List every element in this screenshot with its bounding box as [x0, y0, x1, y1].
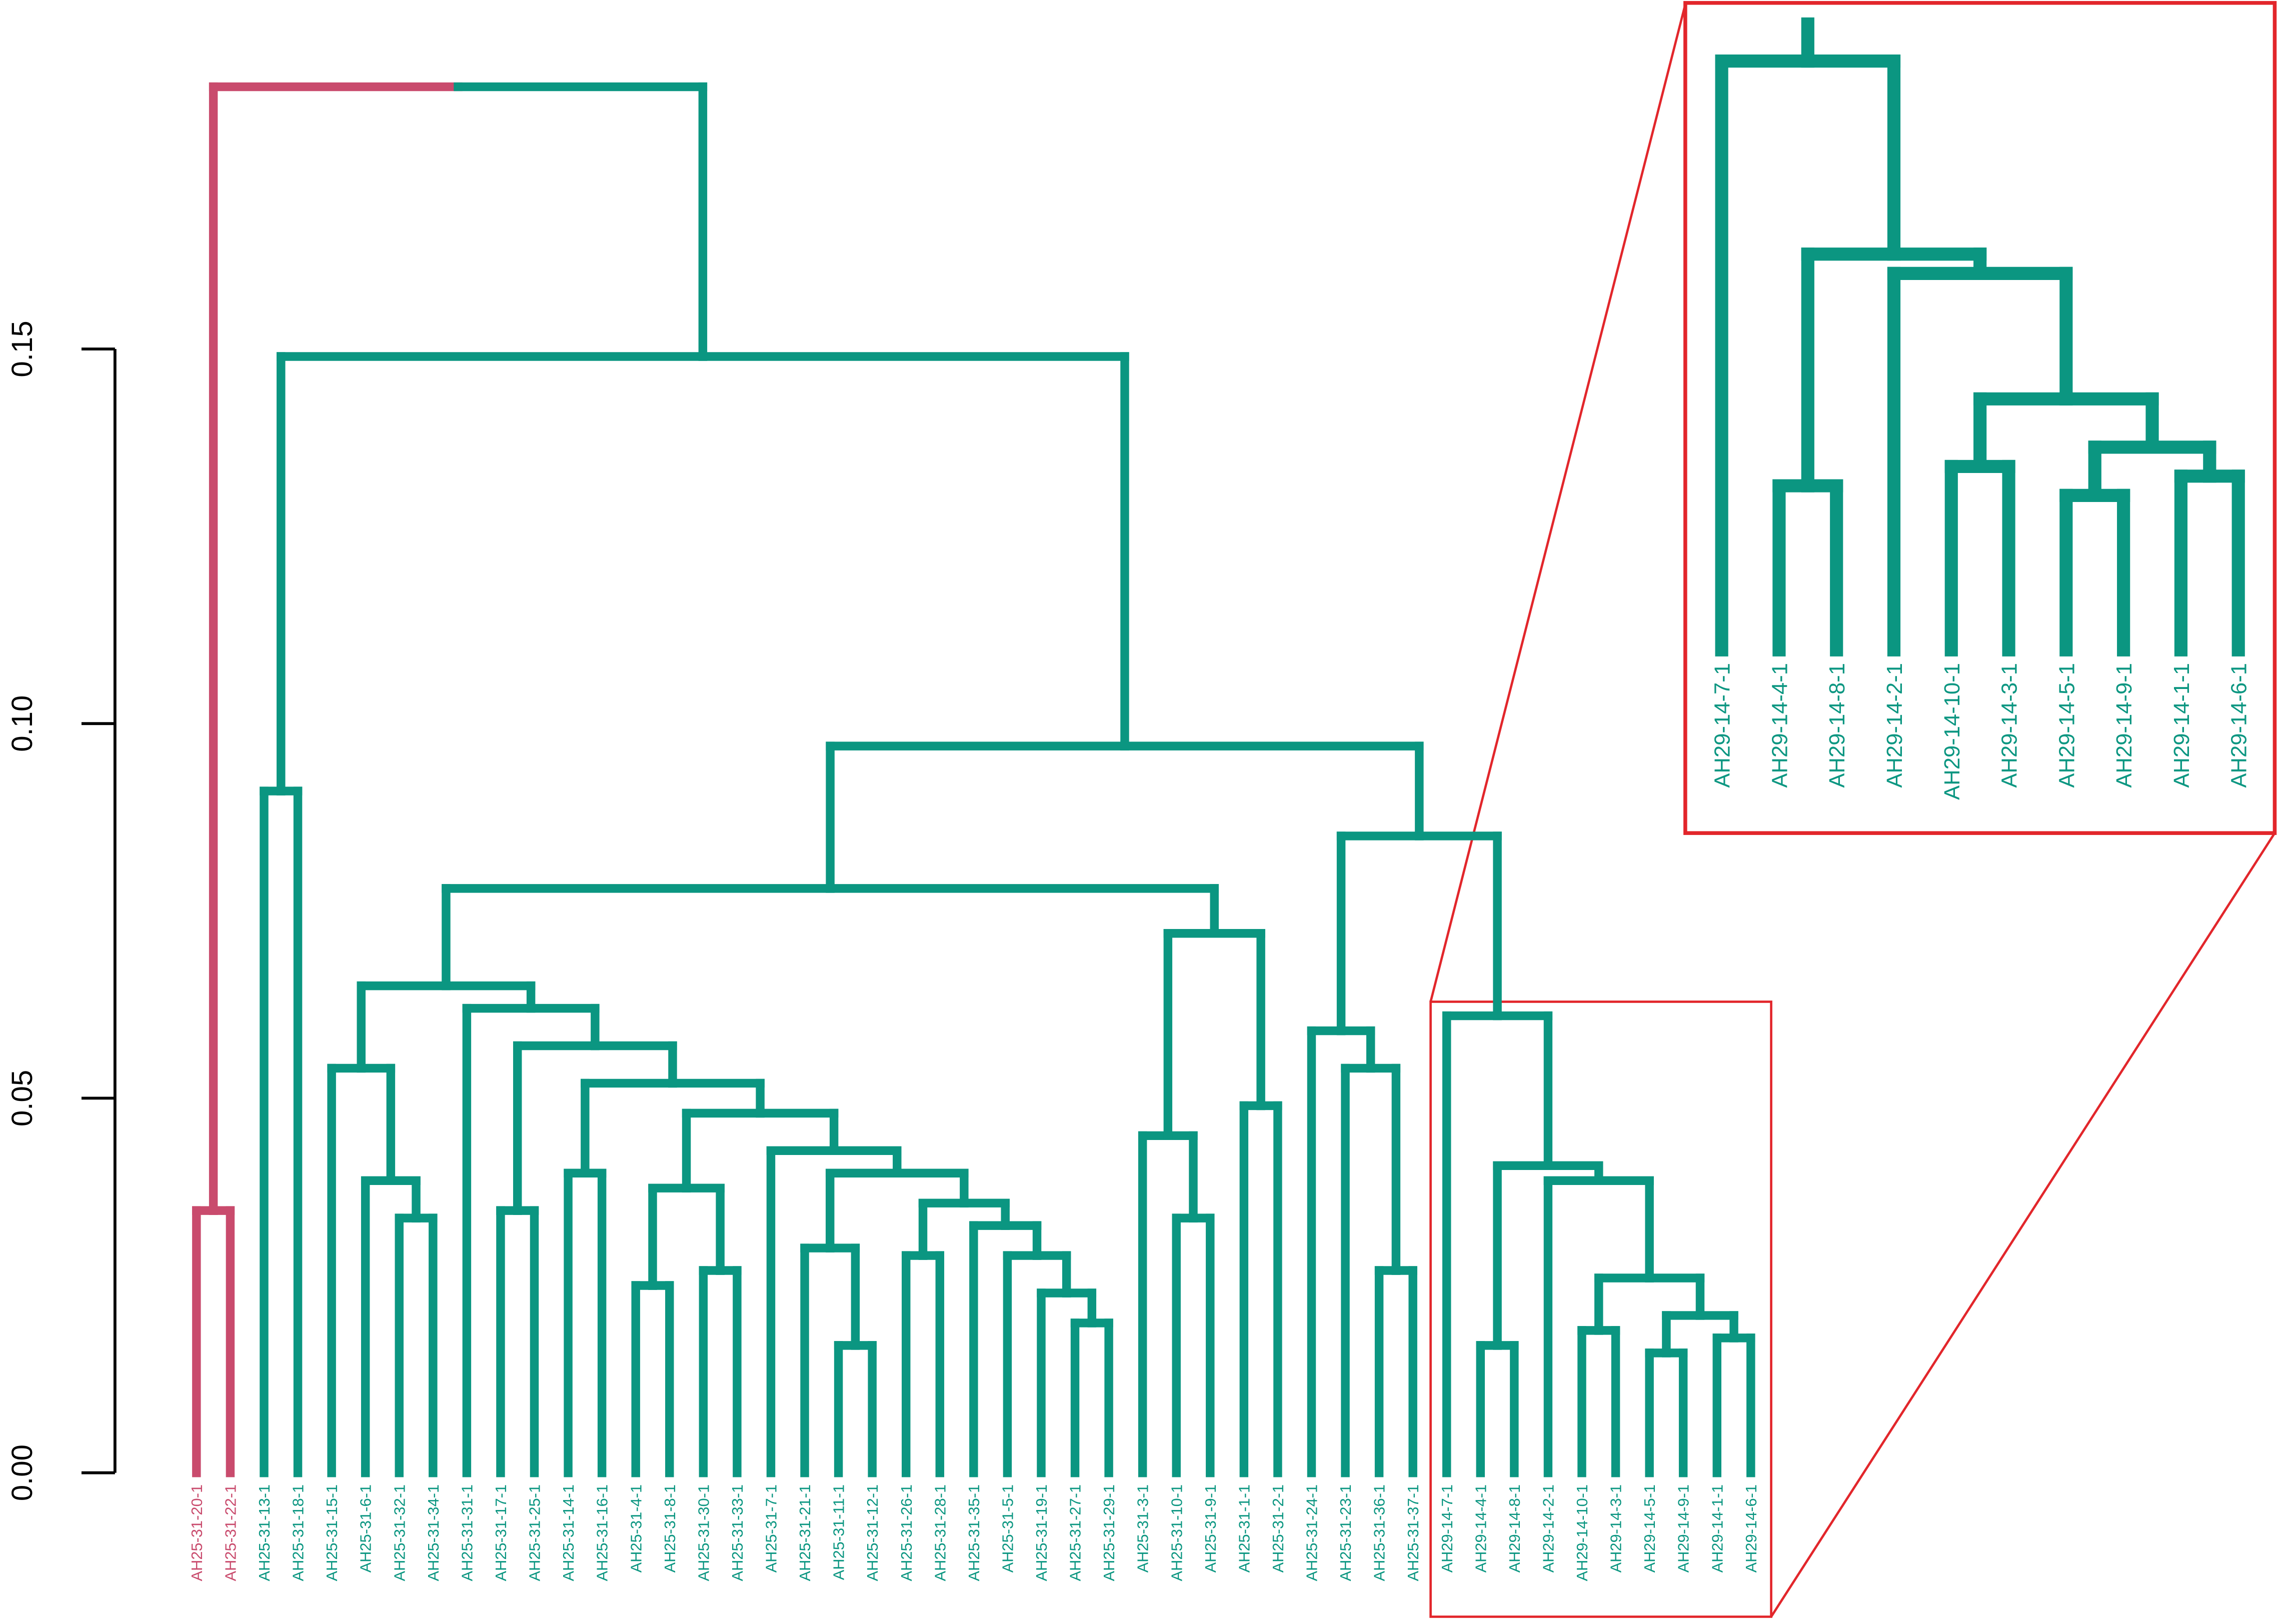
leaf-label: AH29-14-7-1	[1438, 1484, 1456, 1572]
inset-leaf-label: AH29-14-1-1	[2170, 663, 2194, 788]
leaf-label: AH25-31-28-1	[931, 1484, 949, 1582]
leaf-label: AH25-31-10-1	[1168, 1484, 1185, 1582]
leaf-label: AH25-31-23-1	[1337, 1484, 1354, 1582]
leaf-label: AH25-31-16-1	[594, 1484, 611, 1582]
dendrogram-main-tree	[192, 82, 1755, 1478]
leaf-label: AH25-31-22-1	[222, 1484, 239, 1582]
leaf-label: AH25-31-2-1	[1269, 1484, 1287, 1572]
zoom-connector-line	[1429, 4, 1687, 1002]
leaf-label: AH25-31-17-1	[492, 1484, 510, 1582]
inset-leaf-label: AH29-14-7-1	[1711, 663, 1735, 788]
leaf-label: AH25-31-30-1	[695, 1484, 712, 1582]
inset-leaf-label: AH29-14-2-1	[1883, 663, 1907, 788]
leaf-label: AH25-31-24-1	[1303, 1484, 1321, 1582]
leaf-label: AH25-31-13-1	[256, 1484, 273, 1582]
y-tick-label: 0.05	[6, 1070, 39, 1126]
leaf-label: AH25-31-8-1	[661, 1484, 679, 1572]
leaf-label: AH25-31-26-1	[898, 1484, 915, 1582]
leaf-label: AH25-31-18-1	[290, 1484, 307, 1582]
inset-dendrogram	[1715, 17, 2245, 656]
highlight-box	[1429, 1000, 1772, 1618]
leaf-label: AH25-31-15-1	[323, 1484, 341, 1582]
leaf-label: AH29-14-2-1	[1539, 1484, 1557, 1572]
inset-leaf-label: AH29-14-10-1	[1940, 663, 1964, 800]
leaf-label: AH29-14-4-1	[1472, 1484, 1489, 1572]
leaf-label: AH29-14-5-1	[1641, 1484, 1658, 1572]
leaf-label: AH29-14-9-1	[1675, 1484, 1692, 1572]
inset-leaf-label: AH29-14-5-1	[2055, 663, 2079, 788]
y-tick-label: 0.10	[6, 696, 39, 752]
y-axis: 0.00 0.05 0.10 0.15	[6, 320, 117, 1501]
inset-leaf-label: AH29-14-3-1	[1998, 663, 2022, 788]
leaf-label: AH25-31-20-1	[188, 1484, 206, 1582]
y-tick-label: 0.15	[6, 320, 39, 377]
inset-leaf-labels: AH29-14-7-1 AH29-14-4-1 AH29-14-8-1 AH29-14…	[1711, 663, 2251, 800]
leaf-label: AH29-14-1-1	[1708, 1484, 1726, 1572]
leaf-label: AH25-31-14-1	[560, 1484, 577, 1582]
leaf-label: AH25-31-7-1	[763, 1484, 780, 1572]
leaf-label: AH25-31-6-1	[357, 1484, 375, 1572]
leaf-label: AH25-31-32-1	[391, 1484, 408, 1582]
leaf-label: AH25-31-25-1	[526, 1484, 544, 1582]
leaf-label: AH25-31-33-1	[729, 1484, 746, 1582]
leaf-label: AH29-14-3-1	[1607, 1484, 1625, 1572]
leaf-label: AH25-31-11-1	[830, 1484, 848, 1580]
leaf-label: AH29-14-8-1	[1506, 1484, 1523, 1572]
leaf-label: AH25-31-36-1	[1371, 1484, 1388, 1582]
leaf-label: AH25-31-27-1	[1067, 1484, 1084, 1582]
leaf-label: AH25-31-9-1	[1202, 1484, 1219, 1572]
highlight-annotation	[1429, 1, 2277, 1618]
leaf-label: AH25-31-21-1	[796, 1484, 814, 1582]
leaf-label: AH25-31-4-1	[627, 1484, 645, 1572]
leaf-label: AH25-31-37-1	[1404, 1484, 1422, 1582]
inset-leaf-label: AH29-14-8-1	[1825, 663, 1849, 788]
leaf-label: AH25-31-12-1	[864, 1484, 881, 1582]
leaf-label: AH29-14-6-1	[1742, 1484, 1760, 1572]
y-tick-label: 0.00	[6, 1444, 39, 1501]
zoom-connector-line	[1770, 832, 2276, 1618]
leaf-label: AH25-31-34-1	[425, 1484, 442, 1582]
inset-box	[1683, 1, 2277, 835]
leaf-label: AH29-14-10-1	[1573, 1484, 1591, 1582]
leaf-label: AH25-31-19-1	[1033, 1484, 1050, 1582]
inset-leaf-label: AH29-14-4-1	[1768, 663, 1792, 788]
leaf-label: AH25-31-1-1	[1235, 1484, 1253, 1572]
inset-leaf-label: AH29-14-6-1	[2227, 663, 2251, 788]
leaf-label: AH25-31-29-1	[1100, 1484, 1118, 1582]
leaf-label: AH25-31-3-1	[1134, 1484, 1152, 1572]
inset-leaf-label: AH29-14-9-1	[2112, 663, 2136, 788]
leaf-label: AH25-31-5-1	[999, 1484, 1016, 1572]
leaf-label: AH25-31-35-1	[965, 1484, 983, 1582]
leaf-label: AH25-31-31-1	[458, 1484, 476, 1582]
leaf-labels: AH25-31-20-1 AH25-31-22-1 AH25-31-13-1 AH25…	[188, 1484, 1760, 1582]
